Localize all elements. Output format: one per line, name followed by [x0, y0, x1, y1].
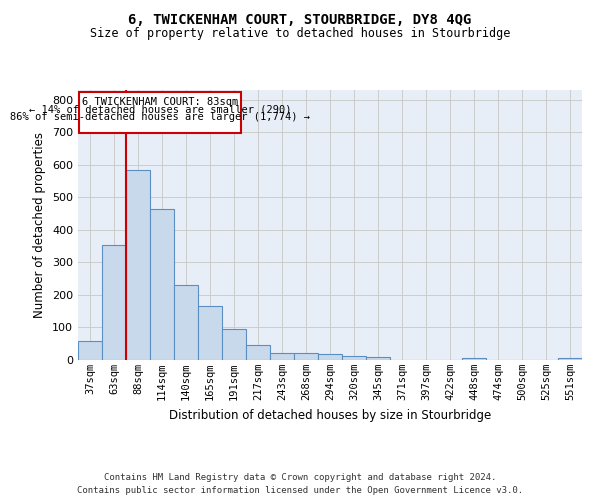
- Text: Contains public sector information licensed under the Open Government Licence v3: Contains public sector information licen…: [77, 486, 523, 495]
- X-axis label: Distribution of detached houses by size in Stourbridge: Distribution of detached houses by size …: [169, 408, 491, 422]
- Bar: [462, 358, 486, 360]
- Bar: [246, 346, 270, 360]
- Text: 86% of semi-detached houses are larger (1,774) →: 86% of semi-detached houses are larger (…: [10, 112, 310, 122]
- Bar: [102, 244, 126, 360]
- Text: 6 TWICKENHAM COURT: 83sqm: 6 TWICKENHAM COURT: 83sqm: [82, 96, 238, 106]
- Text: ← 14% of detached houses are smaller (290): ← 14% of detached houses are smaller (29…: [29, 104, 292, 115]
- Y-axis label: Number of detached properties: Number of detached properties: [34, 132, 46, 318]
- Text: Size of property relative to detached houses in Stourbridge: Size of property relative to detached ho…: [90, 28, 510, 40]
- Text: Contains HM Land Registry data © Crown copyright and database right 2024.: Contains HM Land Registry data © Crown c…: [104, 472, 496, 482]
- Bar: [174, 284, 198, 360]
- Bar: [318, 354, 342, 360]
- Bar: [558, 358, 582, 360]
- Bar: [126, 170, 150, 360]
- Bar: [342, 356, 366, 360]
- Text: 6, TWICKENHAM COURT, STOURBRIDGE, DY8 4QG: 6, TWICKENHAM COURT, STOURBRIDGE, DY8 4Q…: [128, 12, 472, 26]
- FancyBboxPatch shape: [79, 92, 241, 134]
- Bar: [222, 329, 246, 360]
- Bar: [294, 354, 318, 360]
- Bar: [270, 353, 294, 360]
- Bar: [198, 306, 222, 360]
- Bar: [366, 356, 390, 360]
- Bar: [150, 208, 174, 360]
- Bar: [78, 342, 102, 360]
